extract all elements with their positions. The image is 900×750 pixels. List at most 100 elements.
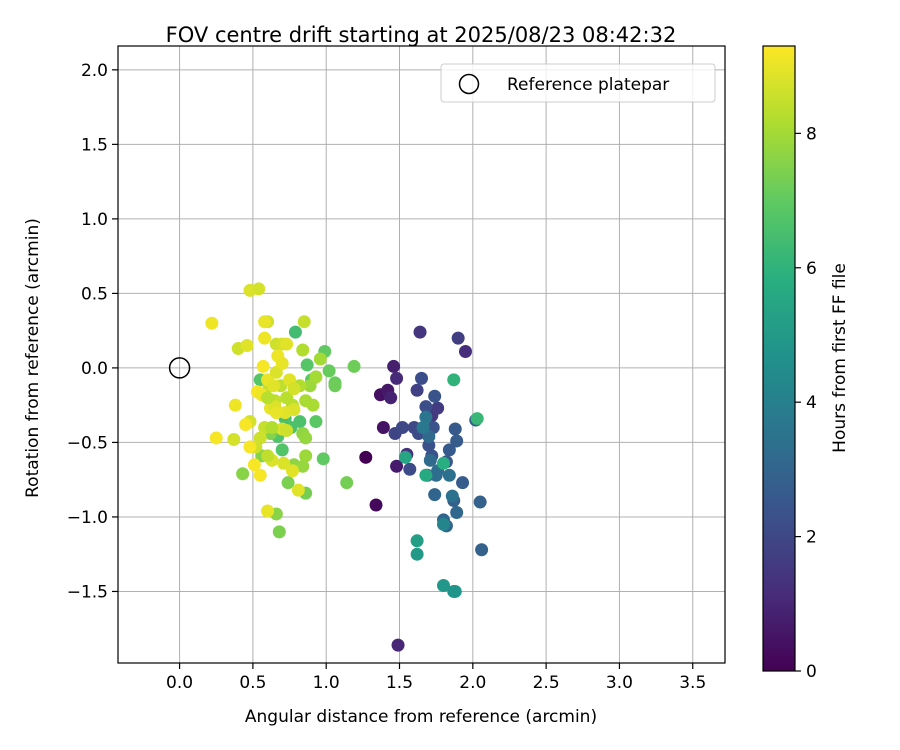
data-point xyxy=(475,543,489,557)
colorbar-tick-label: 8 xyxy=(806,124,817,144)
data-point xyxy=(410,534,424,548)
data-point xyxy=(316,452,330,466)
data-point xyxy=(448,422,462,436)
y-tick-label: 1.5 xyxy=(81,135,108,155)
y-tick-label: −1.5 xyxy=(67,582,108,602)
data-point xyxy=(258,331,272,345)
data-point xyxy=(448,584,462,598)
grid xyxy=(118,46,725,663)
data-point xyxy=(436,517,450,531)
colorbar-ticks: 0 2 4 6 8 xyxy=(795,124,817,682)
data-point xyxy=(442,468,456,482)
data-point xyxy=(309,370,323,384)
data-point xyxy=(306,398,320,412)
x-axis-label: Angular distance from reference (arcmin) xyxy=(245,707,597,727)
data-point xyxy=(458,345,472,359)
data-point xyxy=(243,440,257,454)
y-tick-label: 2.0 xyxy=(81,61,108,81)
x-tick-label: 3.5 xyxy=(679,673,706,693)
data-point xyxy=(280,391,294,405)
data-point xyxy=(299,431,313,445)
data-point xyxy=(369,498,383,512)
data-point xyxy=(300,358,314,372)
colorbar-tick-label: 2 xyxy=(806,528,817,548)
colorbar-gradient xyxy=(762,45,796,672)
data-point xyxy=(296,459,310,473)
data-point xyxy=(428,488,442,502)
data-point xyxy=(253,468,267,482)
data-point xyxy=(398,450,412,464)
data-point xyxy=(228,398,242,412)
x-tick-label: 1.5 xyxy=(386,673,413,693)
data-point xyxy=(297,315,311,329)
x-axis: 0.0 0.5 1.0 1.5 2.0 2.5 3.0 3.5 xyxy=(166,663,706,693)
data-point xyxy=(410,383,424,397)
plot-frame xyxy=(117,45,726,664)
data-point xyxy=(436,579,450,593)
data-point xyxy=(384,391,398,405)
data-point xyxy=(280,424,294,438)
data-point xyxy=(391,638,405,652)
data-point xyxy=(239,418,253,432)
data-point xyxy=(275,443,289,457)
data-point xyxy=(450,434,464,448)
y-axis-label: Rotation from reference (arcmin) xyxy=(23,218,43,498)
data-point xyxy=(415,371,428,385)
legend-box xyxy=(440,63,716,103)
data-point xyxy=(236,467,250,481)
colorbar: 0 2 4 6 8 Hours from first FF file xyxy=(762,45,850,682)
data-point xyxy=(390,371,404,385)
y-tick-label: 0.5 xyxy=(81,284,108,304)
data-point xyxy=(256,359,270,373)
data-point xyxy=(431,401,445,415)
data-point xyxy=(313,352,327,366)
colorbar-tick-label: 6 xyxy=(806,259,817,279)
data-point xyxy=(240,339,254,353)
data-point xyxy=(416,421,430,435)
data-point xyxy=(261,504,275,518)
y-tick-label: 1.0 xyxy=(81,210,108,230)
data-point xyxy=(322,364,336,378)
data-point xyxy=(423,453,437,467)
colorbar-tick-label: 0 xyxy=(806,662,817,682)
data-point xyxy=(428,389,442,403)
data-point xyxy=(291,483,305,497)
x-tick-label: 0.0 xyxy=(166,673,193,693)
data-point xyxy=(287,382,301,396)
data-point xyxy=(285,464,299,478)
data-point xyxy=(288,325,302,339)
data-points xyxy=(205,282,489,652)
legend-marker-icon xyxy=(458,73,480,95)
data-point xyxy=(410,547,424,561)
data-point xyxy=(450,505,464,519)
data-point xyxy=(275,356,289,370)
data-point xyxy=(419,410,433,424)
data-point xyxy=(265,421,279,435)
data-point xyxy=(258,315,272,329)
chart-title: FOV centre drift starting at 2025/08/23 … xyxy=(166,23,677,47)
data-point xyxy=(269,406,283,420)
data-point xyxy=(436,456,450,470)
data-point xyxy=(252,282,266,296)
data-point xyxy=(456,476,470,490)
data-point xyxy=(419,468,433,482)
x-tick-label: 2.0 xyxy=(459,673,486,693)
legend: Reference platepar xyxy=(440,63,716,103)
data-point xyxy=(376,421,390,435)
data-point xyxy=(272,525,286,539)
data-point xyxy=(296,343,310,357)
y-tick-label: −1.0 xyxy=(67,508,108,528)
data-point xyxy=(403,462,417,476)
data-point xyxy=(347,359,361,373)
data-point xyxy=(395,421,409,435)
data-point xyxy=(419,400,433,414)
reference-marker-layer xyxy=(168,357,191,379)
x-tick-label: 1.0 xyxy=(313,673,340,693)
data-point xyxy=(227,432,241,446)
data-point xyxy=(442,443,456,457)
data-point xyxy=(445,489,459,503)
data-point xyxy=(280,337,294,351)
y-tick-label: −0.5 xyxy=(67,433,108,453)
data-point xyxy=(470,412,484,426)
data-point xyxy=(261,391,275,405)
